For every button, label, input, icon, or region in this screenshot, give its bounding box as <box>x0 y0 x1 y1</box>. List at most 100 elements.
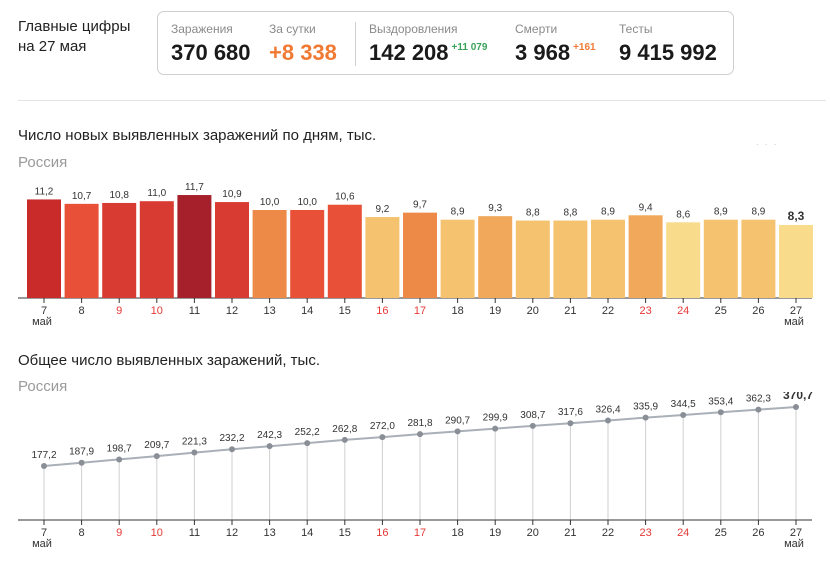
stat-recovered-value-row: 142 208 +11 079 <box>369 40 487 66</box>
bar-value-label-13: 10,0 <box>260 197 280 208</box>
line-value-label-20: 308,7 <box>520 410 545 421</box>
line-point-24 <box>680 412 687 419</box>
bar-value-label-24: 8,6 <box>676 209 690 220</box>
line-point-17 <box>417 431 423 438</box>
line-value-label-13: 242,3 <box>257 430 282 441</box>
bar-value-label-22: 8,9 <box>601 207 615 218</box>
headline-line2: на 27 мая <box>18 38 87 55</box>
line-value-label-7: 177,2 <box>31 450 56 461</box>
bar-value-label-16: 9,2 <box>375 204 389 215</box>
line-x-tick-label-11: 11 <box>189 527 200 539</box>
bar-value-label-21: 8,8 <box>563 208 577 219</box>
line-point-18 <box>454 428 461 435</box>
bar-14 <box>290 210 325 298</box>
line-point-23 <box>642 414 649 421</box>
bar-x-tick-label-18: 18 <box>451 305 463 317</box>
stat-recovered-delta: +11 079 <box>451 42 488 53</box>
line-value-label-25: 353,4 <box>708 396 733 407</box>
line-value-label-17: 281,8 <box>407 418 432 429</box>
stat-daily-label: За сутки <box>269 22 316 36</box>
bar-value-label-25: 8,9 <box>714 207 728 218</box>
line-x-tick-label-17: 17 <box>414 527 426 539</box>
line-point-14 <box>304 440 311 447</box>
line-value-label-14: 252,2 <box>295 427 320 438</box>
bar-value-label-17: 9,7 <box>413 200 427 211</box>
section-divider <box>18 100 826 101</box>
line-x-tick-label-19: 19 <box>489 527 501 539</box>
line-value-label-10: 209,7 <box>144 440 169 451</box>
total-line-chart: 177,2 7 187,9 8 198,7 9 209,7 10 221,3 11 232,2 12 2… <box>18 392 813 550</box>
bar-13 <box>252 210 287 298</box>
bar-x-tick-label-14: 14 <box>301 305 313 317</box>
total-chart-subtitle: Россия <box>18 378 68 395</box>
bar-value-label-27: 8,3 <box>788 209 805 223</box>
stat-tests-value: 9 415 992 <box>619 40 717 65</box>
bar-15 <box>327 204 362 298</box>
stat-recovered-value: 142 208 <box>369 40 449 65</box>
bar-x-tick-label-25: 25 <box>715 305 727 317</box>
line-x-tick-label-25: 25 <box>715 527 727 539</box>
headline: Главные цифры на 27 мая <box>18 17 130 57</box>
bar-value-label-11: 11,7 <box>185 182 204 193</box>
bar-month-label-start: май <box>32 316 52 328</box>
line-x-tick-label-7: 7 <box>41 527 47 539</box>
stat-deaths-value-row: 3 968 +161 <box>515 40 596 66</box>
line-x-tick-label-26: 26 <box>752 527 764 539</box>
line-x-tick-label-12: 12 <box>226 527 238 539</box>
bar-x-tick-label-24: 24 <box>677 305 689 317</box>
stat-deaths-delta: +161 <box>573 42 596 53</box>
bar-22 <box>591 219 625 298</box>
line-value-label-27: 370,7 <box>783 392 813 402</box>
bar-x-tick-label-11: 11 <box>189 305 200 317</box>
line-x-tick-label-21: 21 <box>564 527 576 539</box>
bar-25 <box>703 219 738 298</box>
bar-23 <box>628 215 663 298</box>
bar-26 <box>741 219 776 298</box>
bar-x-tick-label-16: 16 <box>376 305 388 317</box>
bar-27 <box>779 224 813 298</box>
stat-infections-value: 370 680 <box>171 40 251 65</box>
bar-value-label-7: 11,2 <box>35 186 54 197</box>
line-value-label-22: 326,4 <box>595 405 620 416</box>
bar-value-label-12: 10,9 <box>222 189 242 200</box>
line-point-21 <box>567 420 574 427</box>
bar-x-tick-label-12: 12 <box>226 305 238 317</box>
line-value-label-21: 317,6 <box>558 407 583 418</box>
bar-x-tick-label-13: 13 <box>263 305 275 317</box>
bar-value-label-15: 10,6 <box>335 192 355 203</box>
bar-value-label-18: 8,9 <box>451 207 465 218</box>
line-month-label-end: май <box>784 538 804 550</box>
bar-value-label-26: 8,9 <box>751 207 765 218</box>
line-month-label-start: май <box>32 538 52 550</box>
line-point-26 <box>755 406 762 413</box>
bar-9 <box>102 202 137 298</box>
daily-chart-title: Число новых выявленных заражений по дням… <box>18 127 377 144</box>
line-x-tick-label-13: 13 <box>263 527 275 539</box>
bar-x-tick-label-23: 23 <box>639 305 651 317</box>
bar-x-tick-label-17: 17 <box>414 305 426 317</box>
bar-x-tick-label-10: 10 <box>151 305 163 317</box>
bar-x-tick-label-27: 27 <box>790 305 802 317</box>
bar-19 <box>478 216 513 298</box>
stats-panel: Заражения 370 680 За сутки +8 338 Выздор… <box>157 11 734 75</box>
line-x-tick-label-16: 16 <box>376 527 388 539</box>
line-point-20 <box>529 422 536 429</box>
bar-17 <box>403 212 437 298</box>
line-value-label-23: 335,9 <box>633 402 658 413</box>
bar-11 <box>177 195 212 298</box>
line-x-tick-label-23: 23 <box>639 527 651 539</box>
bar-8 <box>64 203 99 298</box>
bar-value-label-14: 10,0 <box>297 197 317 208</box>
bar-x-tick-label-20: 20 <box>527 305 539 317</box>
bar-value-label-23: 9,4 <box>639 202 653 213</box>
daily-bar-chart: 11,2 7 10,7 8 10,8 9 11,0 10 11,7 11 10,9 12 10,0 13 1… <box>18 182 813 328</box>
stat-recovered-label: Выздоровления <box>369 22 458 36</box>
line-value-label-18: 290,7 <box>445 415 470 426</box>
line-point-12 <box>229 446 235 453</box>
line-value-label-24: 344,5 <box>671 399 696 410</box>
bar-x-tick-label-21: 21 <box>564 305 576 317</box>
bar-24 <box>666 222 701 298</box>
line-x-tick-label-18: 18 <box>451 527 463 539</box>
line-value-label-11: 221,3 <box>182 437 207 448</box>
line-x-tick-label-8: 8 <box>79 527 85 539</box>
